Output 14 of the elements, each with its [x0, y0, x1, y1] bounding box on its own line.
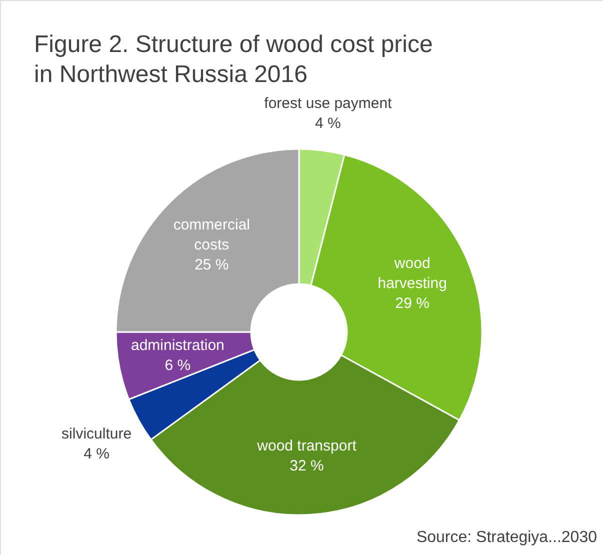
data-label: 29 %: [395, 294, 430, 312]
data-label: 6 %: [164, 357, 191, 374]
data-label: 32 %: [290, 457, 324, 474]
data-label: 4 %: [315, 114, 341, 132]
slice-label: silviculture: [62, 425, 132, 442]
data-label: 4 %: [84, 445, 110, 462]
slice-label: wood transport: [256, 437, 358, 454]
slice-label: administration: [130, 337, 224, 354]
source-note: Source: Strategiya...2030: [416, 529, 598, 546]
chart-title: Figure 2. Structure of wood cost price in Northwest Russia 2016: [34, 31, 433, 88]
data-label: 25 %: [194, 256, 229, 274]
slice-label: commercial costs: [173, 216, 250, 254]
slice-label: wood harvesting: [378, 254, 447, 292]
slice-label: forest use payment: [264, 94, 393, 112]
